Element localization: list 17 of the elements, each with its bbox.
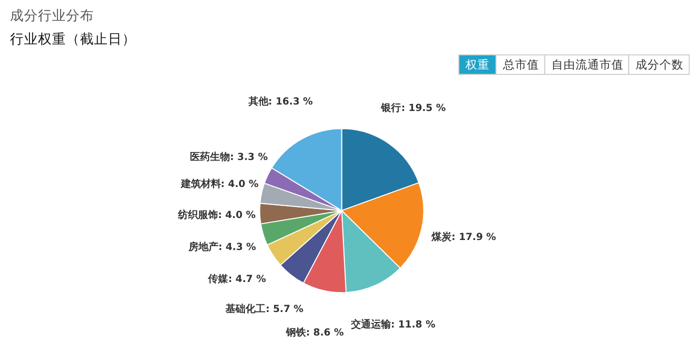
slice-label: 交通运输: 11.8 % (350, 318, 436, 330)
slice-label: 基础化工: 5.7 % (224, 302, 304, 315)
text: 成分行业分布 (10, 8, 94, 24)
chart-subtitle: 行业权重（截止日） (10, 32, 136, 48)
slice-label: 银行: 19.5 % (380, 102, 446, 114)
slice-label: 传媒: 4.7 % (207, 272, 266, 285)
slice-label: 纺织服饰: 4.0 % (176, 209, 256, 222)
slice-label: 其他: 16.3 % (247, 96, 314, 108)
text: 权重 (464, 58, 490, 72)
text: 成分个数 (636, 58, 684, 72)
slice-label: 房地产: 4.3 % (187, 241, 256, 254)
slice-label: 建筑材料: 4.0 % (180, 178, 259, 190)
text: 总市值 (502, 58, 539, 72)
text: 自由流通市值 (552, 58, 624, 72)
slice-label: 医药生物: 3.3 % (190, 150, 268, 163)
slice-label: 煤炭: 17.9 % (430, 231, 496, 244)
slice-label: 钢铁: 8.6 % (284, 326, 344, 339)
